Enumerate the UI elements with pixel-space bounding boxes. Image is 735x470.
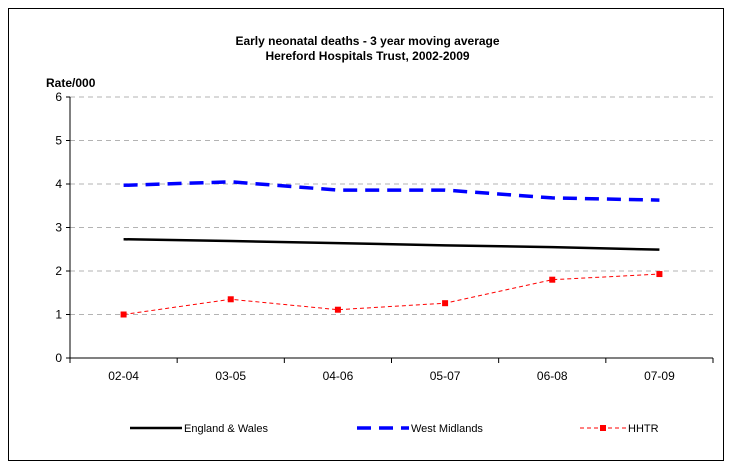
data-point-marker (334, 306, 341, 313)
y-axis-label: Rate/000 (46, 76, 96, 90)
data-point-marker (656, 271, 663, 278)
series-line-0 (123, 237, 660, 251)
data-point-marker (120, 311, 127, 318)
chart-title: Early neonatal deaths - 3 year moving av… (235, 34, 500, 48)
x-tick-label: 04-06 (323, 369, 354, 383)
y-tick-label: 0 (55, 351, 62, 365)
y-tick-label: 2 (55, 264, 62, 278)
x-tick-label: 06-08 (537, 369, 568, 383)
x-tick-label: 02-04 (108, 369, 139, 383)
y-tick-label: 6 (55, 90, 62, 104)
y-tick-label: 4 (55, 177, 62, 191)
x-tick-label: 07-09 (644, 369, 675, 383)
legend-label: HHTR (628, 423, 659, 435)
data-point-marker (442, 300, 449, 307)
chart-subtitle: Hereford Hospitals Trust, 2002-2009 (265, 49, 470, 63)
chart-frame (8, 8, 724, 461)
data-point-marker (549, 276, 556, 283)
series-line-2 (123, 273, 660, 315)
data-point-marker (227, 296, 234, 303)
series-line-1 (123, 180, 660, 202)
y-tick-label: 1 (55, 308, 62, 322)
legend-label: England & Wales (184, 423, 268, 435)
x-tick-label: 03-05 (215, 369, 246, 383)
legend-marker (600, 425, 606, 431)
y-tick-label: 3 (55, 221, 62, 235)
x-tick-label: 05-07 (430, 369, 461, 383)
y-tick-label: 5 (55, 134, 62, 148)
legend-label: West Midlands (411, 423, 483, 435)
